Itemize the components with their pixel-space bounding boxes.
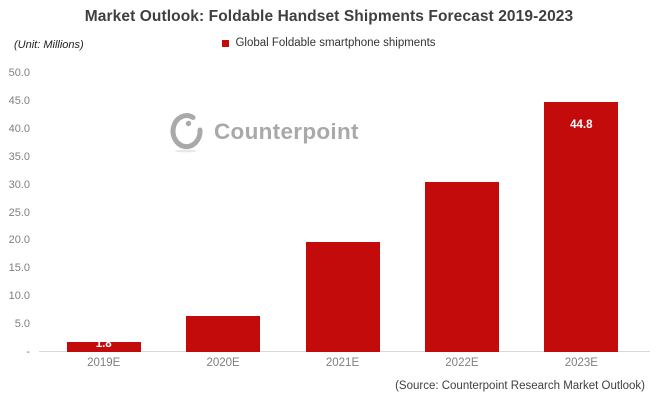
x-axis-labels: 2019E 2020E 2021E 2022E 2023E <box>44 357 641 369</box>
bar-slot-2023E: 44.8 <box>522 73 641 352</box>
legend-label: Global Foldable smartphone shipments <box>235 37 436 49</box>
x-label-2023E: 2023E <box>564 357 598 369</box>
x-label-2021E: 2021E <box>325 357 360 369</box>
bar-value-label-2019E: 1.8 <box>95 337 112 350</box>
y-axis: 50.0 45.0 40.0 35.0 30.0 25.0 20.0 15.0 10.0 5.0 - <box>0 67 30 358</box>
y-tick-45.0: 45.0 <box>8 94 30 107</box>
bar-2022E <box>424 181 499 352</box>
x-label-2022E: 2022E <box>445 357 479 369</box>
bar-slot-2020E <box>163 73 282 352</box>
source-note: (Source: Counterpoint Research Market Ou… <box>395 380 645 392</box>
counterpoint-logo-icon <box>170 113 203 153</box>
watermark-text: Counterpoint <box>214 119 359 144</box>
y-tick-20.0: 20.0 <box>8 234 30 247</box>
y-tick-15.0: 15.0 <box>8 262 30 275</box>
plot-area: 1.8 44.8 <box>39 73 650 352</box>
bar-slot-2021E <box>283 73 402 352</box>
y-tick-35.0: 35.0 <box>8 150 30 163</box>
x-label-2020E: 2020E <box>206 357 240 369</box>
legend: Global Foldable smartphone shipments <box>0 37 658 49</box>
y-tick-50.0: 50.0 <box>8 67 30 79</box>
y-tick-40.0: 40.0 <box>8 122 30 135</box>
legend-swatch-icon <box>222 39 230 47</box>
bar-2019E: 1.8 <box>66 338 141 352</box>
bar-slot-2022E <box>402 73 521 352</box>
y-tick--: - <box>26 346 30 358</box>
y-tick-10.0: 10.0 <box>8 290 30 303</box>
bar-slot-2019E: 1.8 <box>44 73 163 352</box>
bar-value-label-2023E: 44.8 <box>570 119 593 132</box>
x-label-2019E: 2019E <box>87 357 121 369</box>
bar-2020E <box>186 316 261 352</box>
y-tick-25.0: 25.0 <box>8 206 30 219</box>
chart-title: Market Outlook: Foldable Handset Shipmen… <box>84 8 574 25</box>
y-tick-5.0: 5.0 <box>14 318 30 331</box>
bar-2023E: 44.8 <box>544 102 619 352</box>
bar-2021E <box>305 241 380 352</box>
y-tick-30.0: 30.0 <box>8 178 30 191</box>
watermark: Counterpoint <box>169 110 359 154</box>
unit-label: (Unit: Millions) <box>14 39 84 51</box>
